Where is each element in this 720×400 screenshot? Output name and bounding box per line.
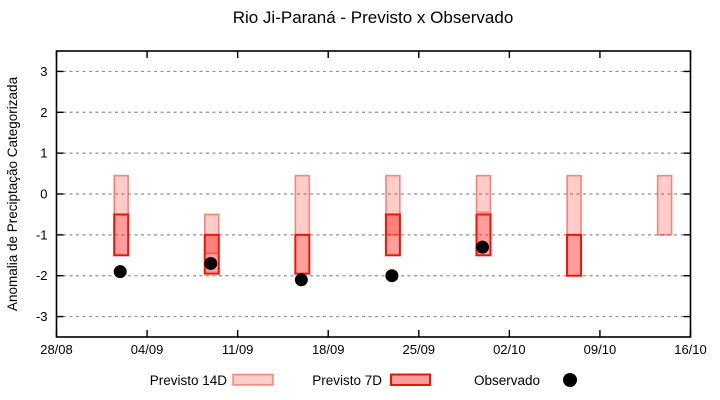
dot-observado-23/09	[385, 269, 399, 283]
legend-label-observado: Observado	[474, 373, 540, 388]
y-tick-label: 1	[40, 146, 47, 161]
y-tick-label: 0	[40, 187, 47, 202]
legend-swatch-previsto-7d-icon	[390, 373, 431, 386]
dot-observado-09/09	[204, 256, 218, 270]
box-previsto-14d-23/09	[385, 174, 401, 236]
legend-swatch-previsto-14d-icon	[232, 373, 274, 386]
legend-label-previsto-7d: Previsto 7D	[312, 373, 382, 388]
box-previsto-14d-07/10	[566, 174, 582, 236]
box-previsto-7d-02/09	[113, 213, 130, 257]
x-tick-label: 09/10	[584, 342, 617, 357]
axis-ticks	[55, 51, 692, 337]
legend-dot-observado-icon	[563, 373, 577, 387]
box-previsto-14d-14/10	[656, 174, 673, 236]
x-tick-label: 25/09	[403, 342, 436, 357]
box-previsto-7d-23/09	[384, 213, 401, 257]
box-previsto-14d-09/09	[203, 213, 220, 255]
y-tick-label: -1	[36, 227, 48, 242]
legend-label-previsto-14d: Previsto 14D	[150, 373, 228, 388]
x-tick-label: 28/08	[40, 342, 73, 357]
plot-border	[55, 50, 692, 338]
x-tick-label: 18/09	[312, 342, 345, 357]
y-tick-label: -2	[36, 268, 48, 283]
chart-legend: Previsto 14D Previsto 7D Observado	[150, 373, 577, 388]
x-tick-label: 11/09	[222, 342, 254, 357]
y-tick-label: 3	[40, 64, 47, 79]
x-tick-label: 16/10	[674, 342, 707, 357]
box-previsto-14d-02/09	[113, 174, 129, 216]
box-previsto-7d-07/10	[566, 233, 583, 277]
box-previsto-7d-16/09	[294, 233, 311, 275]
dot-observado-30/09	[475, 240, 489, 254]
box-previsto-14d-30/09	[475, 174, 492, 214]
axis-tick-labels: 3 2 1 0 -1 -2 -3 28/08 04/09 11/09 18/09 25/09 02/10…	[36, 64, 707, 357]
dot-observado-16/09	[294, 273, 308, 287]
y-axis-label: Anomalia de Preciptação Categorizada	[5, 76, 20, 311]
x-tick-label: 02/10	[493, 342, 526, 357]
chart-title: Rio Ji-Paraná - Previsto x Observado	[233, 8, 514, 27]
gridlines	[56, 70, 691, 318]
y-tick-label: -3	[36, 309, 48, 324]
dot-observado-02/09	[113, 265, 127, 279]
x-tick-label: 04/09	[131, 342, 164, 357]
plot-series	[113, 174, 673, 287]
y-tick-label: 2	[40, 105, 47, 120]
box-previsto-14d-16/09	[294, 174, 311, 236]
